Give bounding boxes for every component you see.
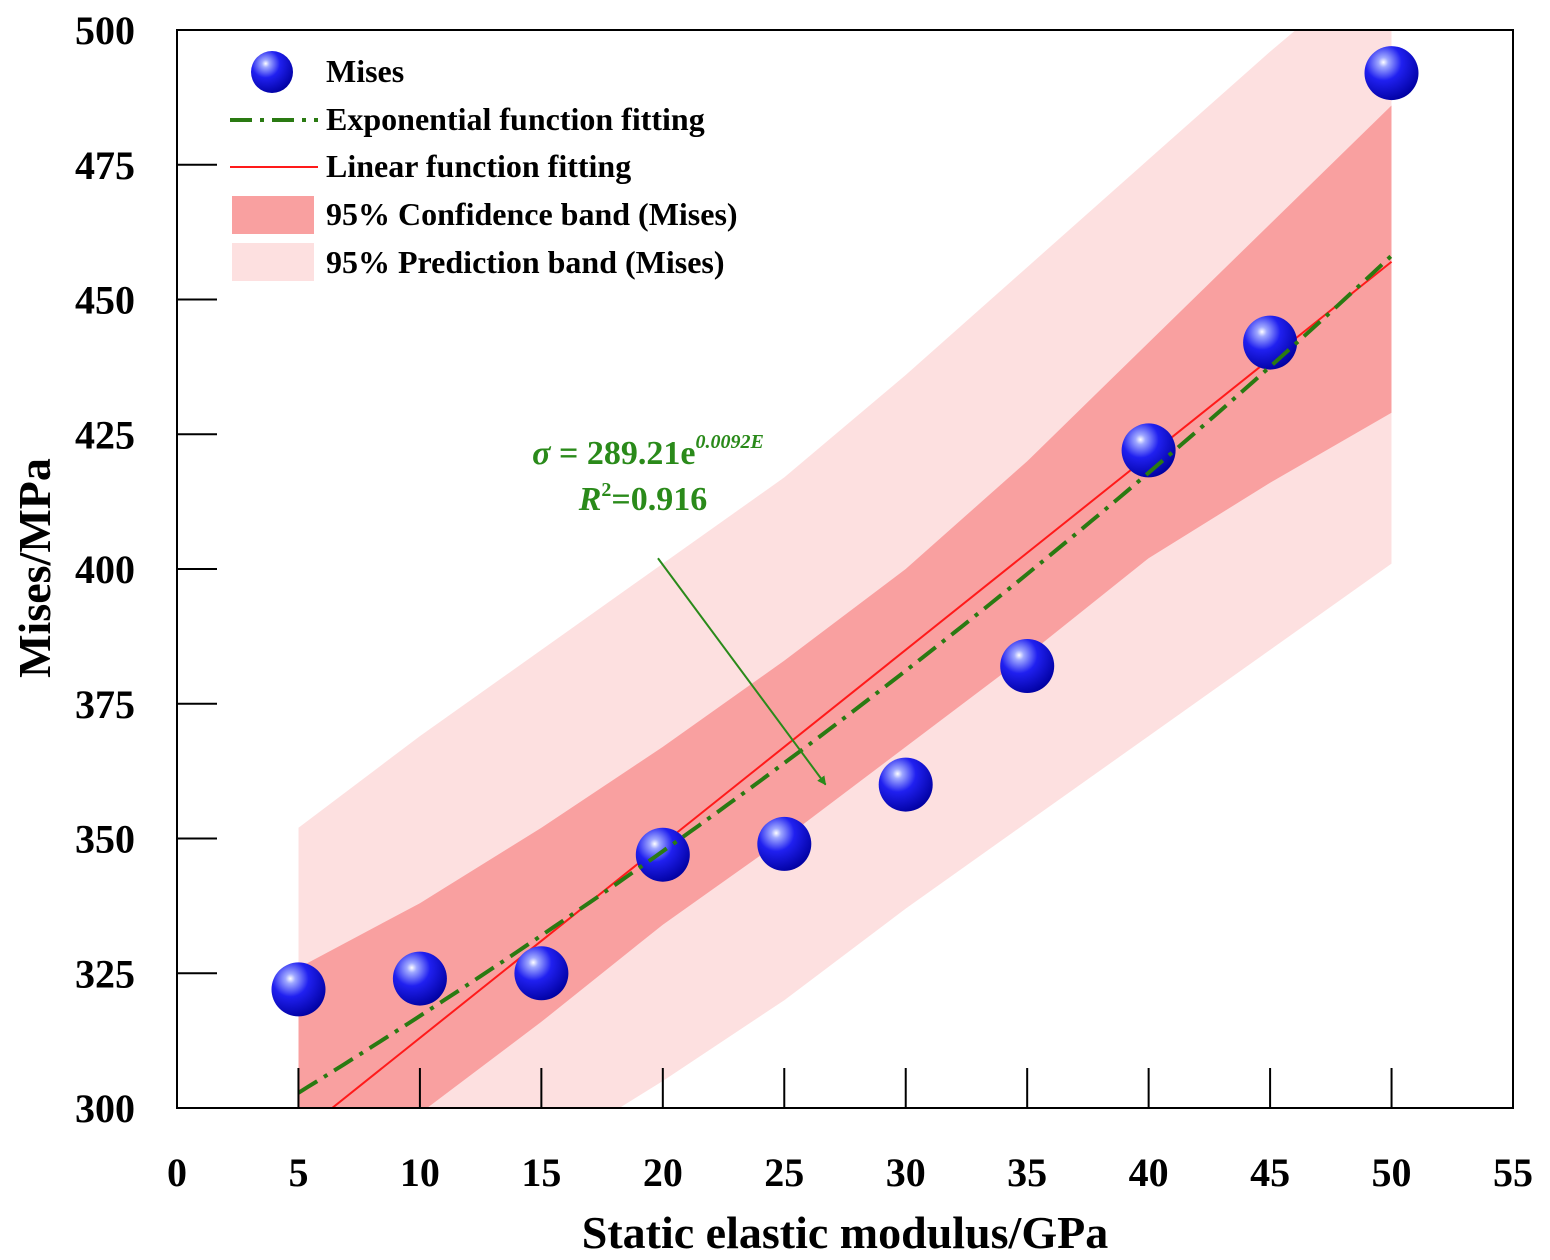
x-tick-label: 40 [1129,1150,1169,1195]
y-tick-label: 375 [75,682,135,727]
y-tick-label: 500 [75,8,135,53]
data-point [271,962,326,1017]
legend-item-confidence: 95% Confidence band (Mises) [232,196,738,234]
data-point [1364,46,1419,101]
legend-label-linear: Linear function fitting [326,148,631,184]
equation-text: σ = 289.21e0.0092E [532,431,764,472]
data-point [1000,639,1055,693]
y-axis: 300 325 350 375 400 425 450 475 500 [75,8,217,1131]
legend-item-scatter: Mises [251,51,404,93]
y-tick-label: 450 [75,278,135,323]
y-tick-label: 400 [75,547,135,592]
equation-main: = 289.21e [551,435,696,472]
x-tick-label: 30 [886,1150,926,1195]
equation-annotation: σ = 289.21e0.0092E R2=0.916 [532,431,827,786]
x-tick-label: 20 [643,1150,683,1195]
fit-lines [330,260,1393,1108]
x-tick-label: 45 [1250,1150,1290,1195]
equation-sigma: σ [532,435,552,472]
x-tick-label: 50 [1372,1150,1412,1195]
data-point [757,816,812,871]
legend-item-linear: Linear function fitting [230,148,631,184]
y-axis-label: Mises/MPa [9,458,60,678]
x-axis: 0 5 10 15 20 25 30 35 40 45 50 55 [167,1068,1533,1195]
x-tick-label: 10 [400,1150,440,1195]
r-squared-sup: 2 [601,479,611,501]
legend-item-exp: Exponential function fitting [230,101,705,137]
x-tick-label: 5 [288,1150,308,1195]
legend-swatch-confidence [232,196,314,234]
data-point [1243,315,1298,370]
r-squared-text: R2=0.916 [578,479,708,518]
x-tick-label: 15 [521,1150,561,1195]
r-squared-r: R [578,481,602,518]
annotation-arrow [657,557,827,786]
bands [298,30,1392,1108]
legend: Mises Exponential function fitting Linea… [230,51,738,281]
legend-label-prediction: 95% Prediction band (Mises) [326,244,725,280]
legend-item-prediction: 95% Prediction band (Mises) [232,243,725,281]
y-tick-label: 325 [75,951,135,996]
exp-fit-line [297,254,1393,1095]
linear-fit-line [330,260,1393,1108]
data-point [514,946,569,1001]
legend-label-scatter: Mises [326,53,404,89]
data-point [635,827,690,882]
x-tick-label: 35 [1007,1150,1047,1195]
y-tick-label: 300 [75,1086,135,1131]
data-point [1121,423,1176,478]
exp-layer [297,254,1393,1095]
legend-label-confidence: 95% Confidence band (Mises) [326,196,738,232]
data-point [392,951,447,1006]
scatter-points [271,46,1419,1017]
x-tick-label: 55 [1493,1150,1533,1195]
confidence-band [298,105,1392,1108]
legend-marker-scatter [251,51,293,93]
data-point [878,757,933,812]
x-tick-label: 0 [167,1150,187,1195]
x-tick-label: 25 [764,1150,804,1195]
legend-label-exp: Exponential function fitting [326,101,705,137]
legend-swatch-prediction [232,243,314,281]
equation-exponent: 0.0092E [695,431,763,453]
x-axis-label: Static elastic modulus/GPa [582,1207,1108,1258]
r-squared-value: =0.916 [611,481,707,518]
y-tick-label: 475 [75,143,135,188]
y-tick-label: 350 [75,817,135,862]
y-tick-label: 425 [75,412,135,457]
